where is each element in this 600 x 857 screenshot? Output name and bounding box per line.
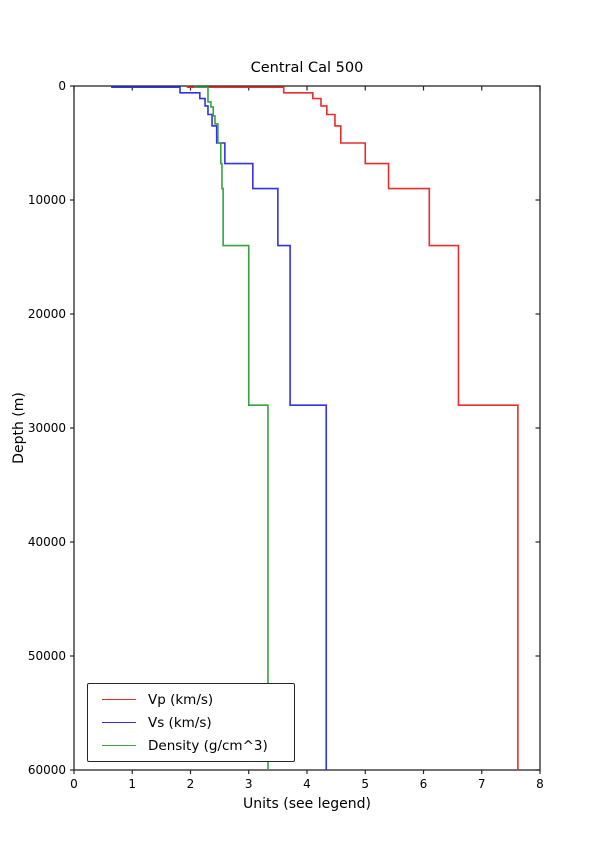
x-tick-label: 1 [128,777,136,791]
plot-frame [73,85,541,771]
legend-label: Vs (km/s) [148,714,212,731]
y-tick-label: 20000 [28,307,66,321]
y-axis-label: Depth (m) [11,392,27,464]
legend-item-1: Vs (km/s) [88,712,294,734]
x-tick-label: 4 [303,777,311,791]
legend-line-swatch [102,745,136,746]
y-tick-label: 30000 [28,421,66,435]
x-tick-label: 3 [245,777,253,791]
chart-title: Central Cal 500 [250,60,364,76]
y-tick-label: 40000 [28,535,66,549]
legend-label: Vp (km/s) [148,691,214,708]
legend-line-swatch [102,699,136,700]
series-line-1 [111,86,328,770]
x-tick-label: 2 [187,777,195,791]
y-tick-label: 10000 [28,193,66,207]
y-tick-label: 50000 [28,649,66,663]
x-axis-label: Units (see legend) [243,796,371,812]
series-line-2 [194,86,269,770]
x-tick-label: 5 [361,777,369,791]
x-tick-label: 0 [70,777,78,791]
x-tick-label: 6 [420,777,428,791]
x-tick-label: 7 [478,777,486,791]
y-tick-label: 0 [58,79,66,93]
legend-line-swatch [102,722,136,723]
legend: Vp (km/s) Vs (km/s) Density (g/cm^3) [87,683,295,762]
x-tick-label: 8 [536,777,544,791]
legend-item-0: Vp (km/s) [88,689,294,711]
series-line-0 [186,86,519,770]
legend-item-2: Density (g/cm^3) [88,735,294,757]
y-tick-label: 60000 [28,763,66,777]
legend-label: Density (g/cm^3) [148,737,268,754]
